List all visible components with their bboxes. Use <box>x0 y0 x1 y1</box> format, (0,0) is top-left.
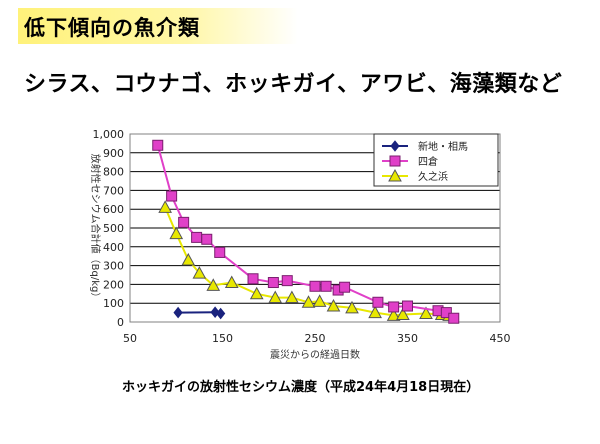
data-point-square <box>178 216 190 228</box>
y-tick-label: 300 <box>103 260 124 273</box>
data-point-square <box>191 231 203 243</box>
data-point-triangle <box>388 168 402 182</box>
x-tick-label: 50 <box>123 332 137 345</box>
y-tick-label: 600 <box>103 203 124 216</box>
data-point-triangle <box>169 226 184 240</box>
data-point-diamond <box>390 140 400 152</box>
data-point-triangle <box>206 278 221 291</box>
y-tick-label: 100 <box>103 297 124 310</box>
data-point-diamond <box>173 306 183 319</box>
y-tick-label: 0 <box>117 316 124 329</box>
data-point-triangle <box>285 290 299 304</box>
data-point-triangle <box>224 275 239 289</box>
legend-item: 新地・相馬 <box>382 140 468 153</box>
data-point-triangle <box>301 295 316 308</box>
data-point-square <box>267 277 279 289</box>
data-point-triangle <box>158 200 172 213</box>
data-point-triangle <box>396 307 410 320</box>
data-point-square <box>402 300 413 312</box>
y-tick-label: 900 <box>103 147 124 160</box>
y-tick-label: 700 <box>103 184 124 197</box>
y-axis-ticks: 0 100 200 300 400 500 600 700 800 900 1,000 <box>93 128 125 329</box>
data-point-triangle <box>181 252 196 266</box>
series-square <box>152 139 460 324</box>
data-point-square <box>388 301 400 313</box>
data-point-triangle <box>326 298 341 312</box>
legend-label: 久之浜 <box>418 170 448 183</box>
data-point-triangle <box>368 305 382 319</box>
slide-subtitle: シラス、コウナゴ、ホッキガイ、アワビ、海藻類など <box>24 72 563 97</box>
data-point-triangle <box>192 266 207 279</box>
data-point-square <box>389 155 401 167</box>
data-point-triangle <box>312 294 327 307</box>
data-point-square <box>339 281 351 293</box>
data-point-diamond <box>216 307 226 320</box>
legend-item: 久之浜 <box>382 168 448 183</box>
legend-item: 四倉 <box>382 155 438 168</box>
data-point-triangle <box>419 306 433 320</box>
y-axis-label: 放射性セシウム合計値（Bq/kg） <box>89 154 102 303</box>
x-tick-label: 150 <box>212 332 233 345</box>
x-tick-label: 350 <box>397 332 418 345</box>
data-point-triangle <box>249 286 264 300</box>
legend-label: 新地・相馬 <box>418 140 468 153</box>
series-diamond <box>173 306 226 320</box>
x-tick-label: 250 <box>305 332 326 345</box>
data-point-square <box>440 307 452 319</box>
data-point-square <box>372 296 384 308</box>
data-point-square <box>247 273 259 285</box>
plot-area-frame <box>129 133 501 323</box>
y-tick-label: 800 <box>103 166 124 179</box>
legend-label: 四倉 <box>418 155 438 168</box>
y-tick-label: 1,000 <box>93 128 125 141</box>
data-point-square <box>201 233 213 245</box>
data-point-triangle <box>345 300 359 314</box>
title-highlight-band <box>18 8 298 44</box>
data-point-square <box>309 280 321 292</box>
data-point-triangle <box>268 290 283 304</box>
chart-caption: ホッキガイの放射性セシウム濃度（平成24年4月18日現在） <box>122 380 480 395</box>
slide-title: 低下傾向の魚介類 <box>24 16 200 40</box>
series-layer <box>152 139 460 324</box>
x-axis-label: 震災からの経過日数 <box>270 348 360 361</box>
x-axis-ticks: 50 150 250 350 450 <box>123 332 511 345</box>
y-tick-label: 200 <box>103 278 124 291</box>
data-point-square <box>320 280 332 292</box>
data-point-triangle <box>386 308 401 321</box>
data-point-square <box>152 139 164 151</box>
data-point-square <box>166 190 178 202</box>
data-point-square <box>448 312 460 324</box>
x-tick-label: 450 <box>490 332 511 345</box>
y-tick-label: 400 <box>103 241 124 254</box>
data-point-square <box>214 246 226 258</box>
y-tick-label: 500 <box>103 222 124 235</box>
data-point-square <box>281 275 293 287</box>
